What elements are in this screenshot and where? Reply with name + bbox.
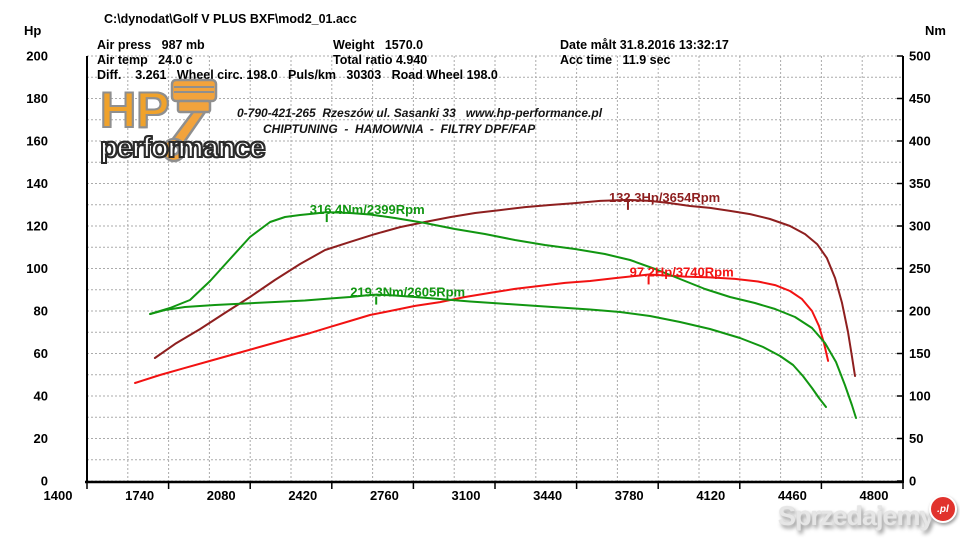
y-left-tick-label: 100: [26, 261, 48, 276]
y-right-tick-label: 300: [909, 219, 931, 234]
y-right-tick-label: 100: [909, 389, 931, 404]
y-left-tick-label: 40: [34, 389, 48, 404]
curve-torque-stock: [149, 293, 827, 408]
y-left-tick-label: 80: [34, 304, 48, 319]
y-left-tick-label: 180: [26, 91, 48, 106]
watermark-pl-badge: .pl: [929, 495, 957, 523]
date-field: Date målt 31.8.2016 13:32:17: [560, 38, 729, 52]
watermark: Sprzedajemy .pl: [778, 495, 957, 532]
acc-time-field: Acc time 11.9 sec: [560, 53, 671, 67]
curve-power-modified: [153, 198, 856, 377]
piston-icon: [161, 78, 218, 163]
curve-torque-modified: [149, 211, 857, 419]
y-right-tick-label: 0: [909, 474, 916, 489]
y-left-tick-label: 60: [34, 346, 48, 361]
x-tick-label: 4800: [860, 488, 889, 503]
y-right-tick-label: 500: [909, 49, 931, 64]
y-right-tick-label: 150: [909, 346, 931, 361]
y-left-tick-label: 120: [26, 219, 48, 234]
total-ratio-field: Total ratio 4.940: [333, 53, 428, 67]
y-right-tick-label: 250: [909, 261, 931, 276]
y-left-axis-title: Hp: [24, 23, 41, 38]
y-right-tick-label: 400: [909, 134, 931, 149]
logo-hp-text: HP: [99, 82, 170, 138]
diff-line-field: Diff. 3.261 Wheel circ. 198.0 Puls/km 30…: [97, 68, 498, 82]
logo-services-line: CHIPTUNING - HAMOWNIA - FILTRY DPF/FAP: [263, 122, 536, 136]
peak-annotation-label: 219.3Nm/2605Rpm: [350, 285, 465, 300]
watermark-text: Sprzedajemy: [778, 501, 935, 531]
y-right-tick-label: 450: [909, 91, 931, 106]
curve-power-stock: [134, 273, 830, 384]
y-left-tick-label: 0: [41, 474, 48, 489]
x-tick-label: 4460: [778, 488, 807, 503]
x-tick-label: 1740: [125, 488, 154, 503]
y-left-tick-label: 160: [26, 134, 48, 149]
hp-performance-logo: HP performance: [99, 78, 280, 172]
y-left-tick-label: 140: [26, 176, 48, 191]
peak-annotation-label: 316.4Nm/2399Rpm: [310, 202, 425, 217]
x-tick-label: 3100: [452, 488, 481, 503]
y-right-tick-label: 200: [909, 304, 931, 319]
y-right-tick-label: 50: [909, 431, 923, 446]
file-path: C:\dynodat\Golf V PLUS BXF\mod2_01.acc: [104, 12, 357, 26]
y-right-axis-title: Nm: [925, 23, 946, 38]
x-tick-label: 2080: [207, 488, 236, 503]
air-press-field: Air press 987 mb: [97, 38, 205, 52]
y-left-tick-label: 200: [26, 49, 48, 64]
weight-field: Weight 1570.0: [333, 38, 424, 52]
x-tick-label: 1400: [44, 488, 73, 503]
peak-annotation-label: 132.3Hp/3654Rpm: [609, 190, 720, 205]
peak-annotation-label: 97.2Hp/3740Rpm: [630, 264, 734, 279]
y-left-tick-label: 20: [34, 431, 48, 446]
logo-contact-line: 0-790-421-265 Rzeszów ul. Sasanki 33 www…: [237, 106, 603, 120]
air-temp-field: Air temp 24.0 c: [97, 53, 193, 67]
logo-performance-text: performance: [99, 132, 267, 164]
x-tick-label: 2760: [370, 488, 399, 503]
y-right-tick-label: 350: [909, 176, 931, 191]
x-tick-label: 2420: [288, 488, 317, 503]
x-tick-label: 4120: [696, 488, 725, 503]
x-tick-label: 3440: [533, 488, 562, 503]
x-tick-label: 3780: [615, 488, 644, 503]
